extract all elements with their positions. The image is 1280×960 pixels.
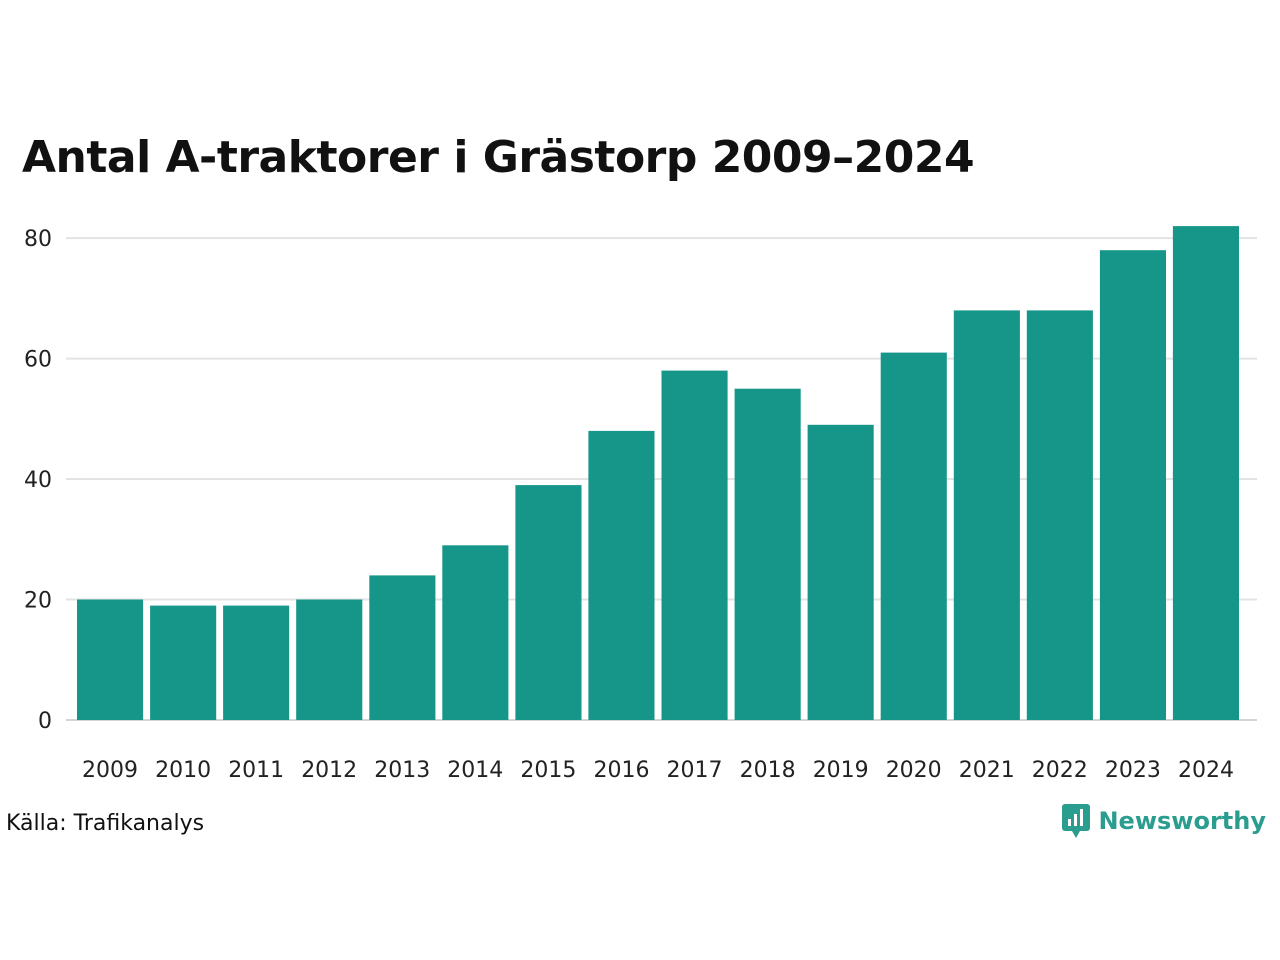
y-tick-label: 60: [24, 348, 52, 373]
bar-2013: [369, 575, 436, 720]
bar-2010: [150, 605, 217, 720]
x-tick-label: 2011: [228, 758, 284, 783]
bar-2022: [1026, 310, 1093, 720]
x-tick-label: 2015: [520, 758, 576, 783]
x-tick-label: 2022: [1032, 758, 1088, 783]
x-tick-label: 2009: [82, 758, 138, 783]
y-axis-tick-labels: 0 20 40 60 80: [24, 227, 52, 734]
source-label: Källa: Trafikanalys: [6, 811, 205, 836]
brand-logo: Newsworthy: [1062, 804, 1266, 838]
y-tick-label: 20: [24, 589, 52, 614]
brand-name: Newsworthy: [1098, 807, 1266, 835]
x-tick-label: 2017: [667, 758, 723, 783]
x-tick-label: 2018: [740, 758, 796, 783]
x-tick-label: 2019: [813, 758, 869, 783]
x-tick-label: 2023: [1105, 758, 1161, 783]
x-tick-label: 2010: [155, 758, 211, 783]
x-tick-label: 2013: [374, 758, 430, 783]
bar-2012: [296, 599, 363, 720]
x-tick-label: 2024: [1178, 758, 1234, 783]
bar-2016: [588, 430, 655, 720]
bar-2017: [661, 370, 728, 720]
bar-2019: [807, 424, 874, 720]
x-tick-label: 2014: [447, 758, 503, 783]
newsworthy-logo-icon: [1062, 804, 1091, 838]
bar-2009: [77, 599, 144, 720]
bar-2011: [223, 605, 290, 720]
y-tick-label: 80: [24, 227, 52, 252]
bar-2023: [1099, 250, 1166, 720]
x-tick-label: 2012: [301, 758, 357, 783]
x-tick-label: 2016: [594, 758, 650, 783]
bar-2018: [734, 388, 801, 720]
y-tick-label: 0: [38, 709, 52, 734]
y-tick-label: 40: [24, 468, 52, 493]
bar-2015: [515, 485, 582, 720]
x-tick-label: 2021: [959, 758, 1015, 783]
bar-2024: [1172, 226, 1239, 720]
bar-2014: [442, 545, 509, 720]
bar-2020: [880, 352, 947, 720]
chart-title: Antal A-traktorer i Grästorp 2009–2024: [22, 132, 975, 183]
bar-2021: [953, 310, 1020, 720]
bars: [77, 226, 1239, 720]
x-axis-tick-labels: 2009 2010 2011 2012 2013 2014 2015 2016 2017 2018…: [82, 758, 1234, 783]
x-tick-label: 2020: [886, 758, 942, 783]
